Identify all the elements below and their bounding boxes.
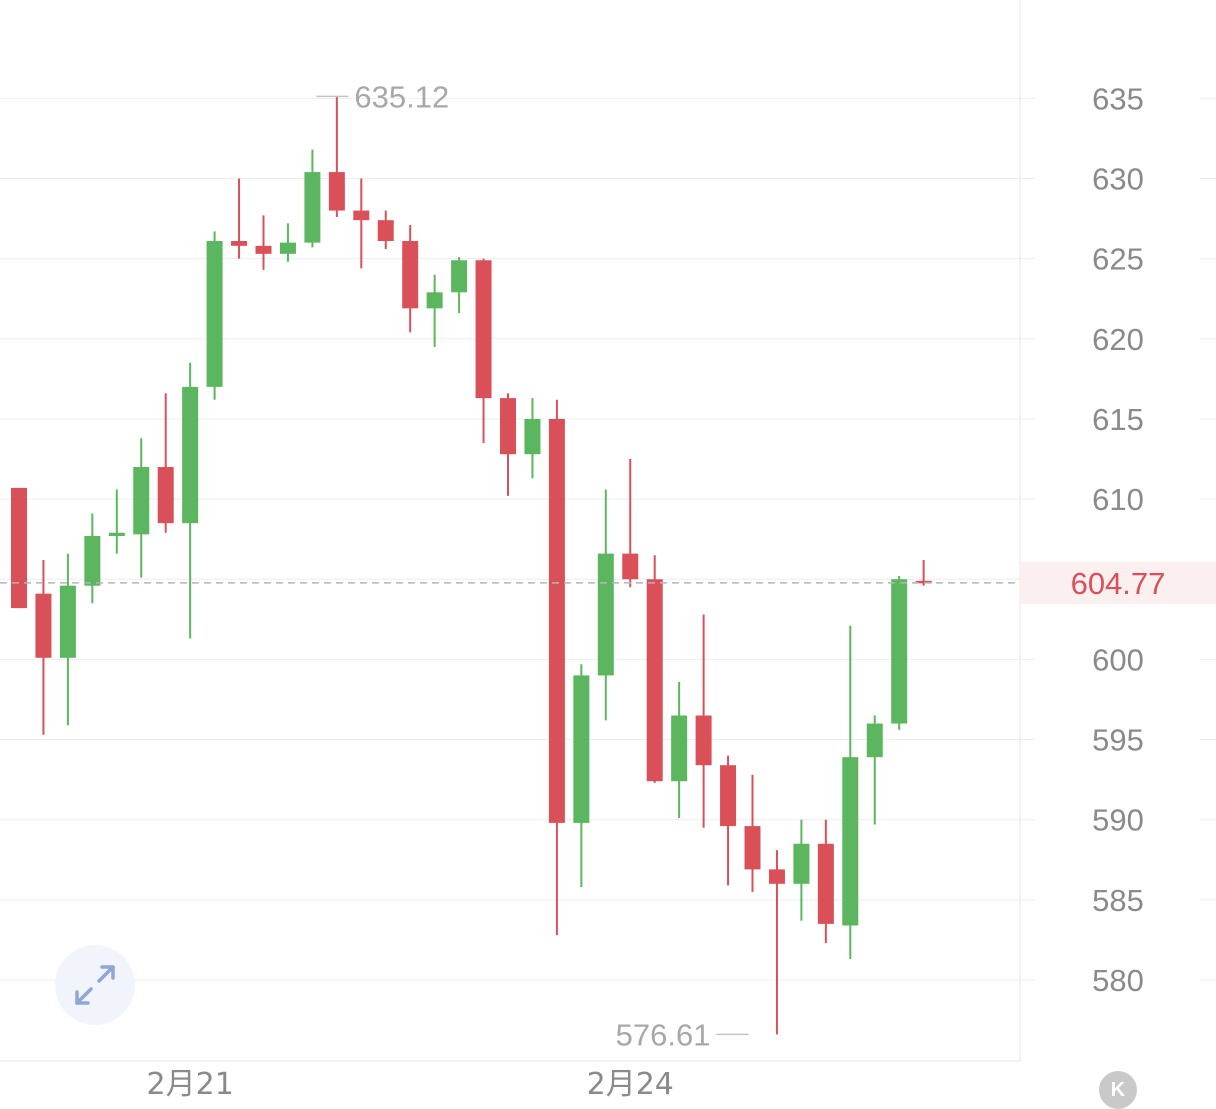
k-line-badge[interactable]: K — [1099, 1071, 1137, 1109]
candle-body — [695, 715, 712, 766]
y-tick-label: 580 — [1092, 963, 1144, 998]
x-tick-label: 2月24 — [587, 1067, 674, 1102]
candle-body — [59, 585, 76, 658]
candle-body — [646, 579, 663, 782]
expand-button[interactable] — [55, 945, 135, 1025]
y-tick-label: 600 — [1092, 642, 1144, 677]
candle-body — [255, 245, 272, 254]
candle-body — [500, 398, 516, 455]
candle-body — [84, 535, 101, 586]
y-tick-label: 615 — [1092, 402, 1144, 437]
candle-body — [768, 869, 785, 884]
candles — [11, 96, 932, 1035]
y-tick-label: 590 — [1092, 803, 1144, 838]
candle-body — [377, 220, 394, 242]
price-axis: 580 585 590 595 600 610 615 620 625 630 635 2月21 2月2… — [147, 81, 1144, 1102]
candle-body — [842, 757, 859, 926]
candle-body — [817, 843, 834, 924]
candle-body — [279, 242, 296, 254]
y-tick-label: 585 — [1092, 883, 1144, 918]
candle-body — [328, 172, 345, 211]
candle-body — [231, 241, 248, 246]
candle-body — [915, 580, 932, 584]
high-marker-label: 635.12 — [354, 79, 449, 114]
x-tick-label: 2月21 — [147, 1067, 234, 1102]
candle-body — [157, 467, 174, 524]
candle-body — [353, 210, 370, 221]
candle-body — [402, 241, 419, 309]
candle-body — [597, 553, 614, 676]
y-tick-label: 625 — [1092, 242, 1144, 277]
candle-body — [11, 487, 27, 609]
candle-body — [671, 715, 688, 782]
candle-body — [133, 467, 150, 535]
low-marker-label: 576.61 — [616, 1017, 711, 1052]
y-tick-label: 630 — [1092, 162, 1144, 197]
candle-body — [744, 826, 761, 870]
candle-body — [206, 241, 223, 387]
candle-body — [524, 418, 541, 455]
candle-body — [793, 843, 810, 884]
candle-body — [891, 579, 908, 724]
y-tick-label: 610 — [1092, 482, 1144, 517]
grid-lines — [0, 0, 1216, 1062]
current-price-box — [1020, 561, 1216, 604]
candle-body — [720, 765, 737, 827]
candle-body — [622, 553, 639, 580]
candle-body — [573, 675, 590, 823]
candle-body — [182, 386, 199, 524]
candle-body — [108, 532, 125, 536]
y-tick-label: 595 — [1092, 723, 1144, 758]
price-markers: 604.77 635.12 576.61 — [0, 79, 1216, 1052]
candle-body — [35, 593, 52, 658]
candle-body — [426, 292, 443, 309]
expand-arrows-icon — [75, 965, 115, 1005]
candle-body — [866, 723, 883, 758]
candle-body — [548, 418, 565, 823]
y-tick-label: 635 — [1092, 81, 1144, 116]
current-price-label: 604.77 — [1071, 566, 1166, 601]
y-tick-label: 620 — [1092, 322, 1144, 357]
candle-body — [304, 172, 321, 243]
candle-body — [451, 260, 468, 293]
candle-body — [475, 260, 492, 399]
